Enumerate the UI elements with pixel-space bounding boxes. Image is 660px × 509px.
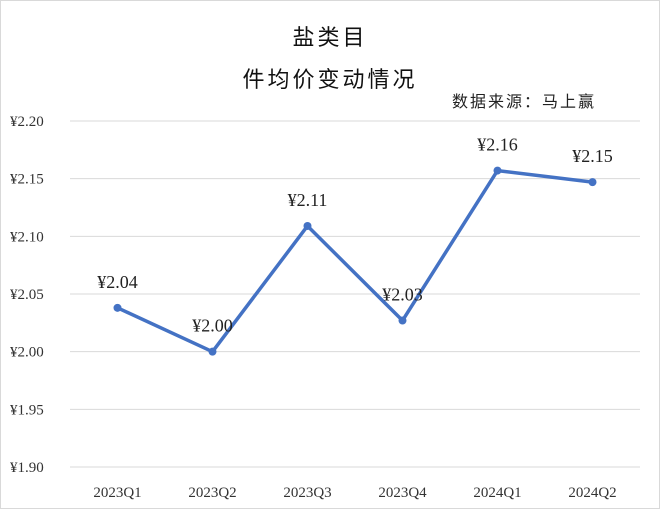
chart-title-line-1: 盐类目 [292,26,368,51]
data-point [493,166,502,175]
x-tick-label: 2023Q2 [188,485,236,501]
data-point [398,316,407,325]
chart-title-line-2: 件均价变动情况 [242,68,418,93]
data-label: ¥2.11 [288,190,328,210]
series-line [115,168,595,354]
gridlines [70,120,640,468]
y-tick-label: ¥2.10 [10,229,44,245]
x-tick-label: 2023Q4 [378,485,427,501]
data-labels: ¥2.04 ¥2.00 ¥2.11 ¥2.03 ¥2.16 ¥2.15 [97,135,613,336]
x-tick-label: 2023Q3 [283,485,331,501]
data-label: ¥2.00 [192,316,233,336]
y-tick-label: ¥2.20 [10,114,44,130]
data-point [208,347,217,356]
y-tick-label: ¥1.90 [10,460,44,476]
y-tick-label: ¥1.95 [10,402,44,418]
data-label: ¥2.03 [382,285,423,305]
x-tick-label: 2024Q2 [568,485,616,501]
x-tick-label: 2024Q1 [473,485,521,501]
y-tick-label: ¥2.15 [10,172,44,188]
data-point [113,303,122,312]
data-point [303,221,312,230]
y-tick-label: ¥2.05 [10,287,44,303]
data-point [588,178,597,187]
data-source-note: 数据来源：马上赢 [452,92,597,111]
x-tick-label: 2023Q1 [93,485,141,501]
x-axis-ticks: 2023Q1 2023Q2 2023Q3 2023Q4 2024Q1 2024Q2 [93,485,616,501]
y-tick-label: ¥2.00 [10,345,44,361]
y-axis-ticks: ¥2.20 ¥2.15 ¥2.10 ¥2.05 ¥2.00 ¥1.95 ¥1.90 [10,114,44,476]
data-label: ¥2.15 [572,146,613,166]
data-label: ¥2.16 [477,135,518,155]
data-label: ¥2.04 [97,272,138,292]
data-point-markers [113,166,597,356]
